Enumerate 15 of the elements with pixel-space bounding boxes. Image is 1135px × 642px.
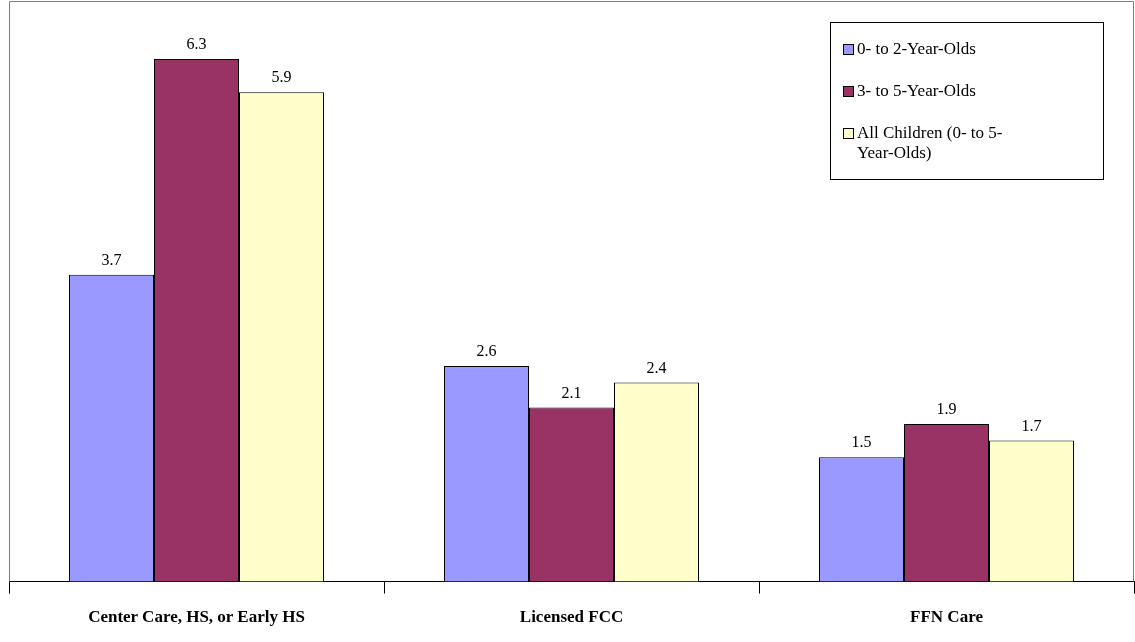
data-label: 1.5	[851, 433, 872, 451]
data-label: 1.9	[936, 400, 957, 418]
data-label: 6.3	[186, 35, 207, 53]
x-tick-label: Licensed FCC	[519, 607, 624, 627]
data-label: 5.9	[271, 68, 292, 86]
data-label: 1.7	[1021, 416, 1042, 434]
x-tick-label: FFN Care	[910, 607, 984, 627]
data-label: 2.4	[646, 358, 667, 376]
data-label: 2.1	[561, 383, 582, 401]
legend-label: 0- to 2-Year-Olds	[857, 39, 977, 59]
data-label: 3.7	[101, 250, 122, 268]
x-tick-label: Center Care, HS, or Early HS	[88, 607, 305, 627]
legend-label: 3- to 5-Year-Olds	[857, 81, 977, 101]
data-label: 2.6	[476, 342, 497, 360]
legend-label: All Children (0- to 5-Year-Olds)	[857, 123, 1004, 163]
